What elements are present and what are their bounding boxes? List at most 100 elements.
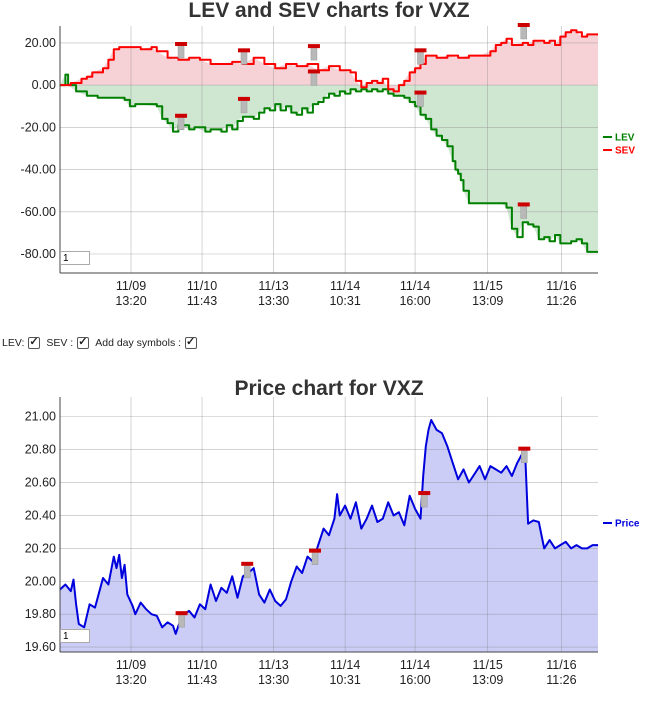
x-tick-label-time: 11:43 [187, 673, 217, 687]
lev-checkbox[interactable] [28, 335, 41, 349]
day-marker-stem [420, 493, 428, 508]
lev-sev-chart: LEV and SEV charts for VXZ 20.00 0.00 -20.0… [21, 0, 636, 308]
x-tick-label-date: 11/15 [473, 658, 503, 672]
day-marker-flag [307, 69, 320, 74]
y-tick-label: 20.20 [25, 541, 56, 555]
day-marker-stem [177, 44, 185, 59]
legend-label-sev: SEV [615, 146, 635, 157]
sev-checkbox[interactable] [77, 335, 90, 349]
day-marker-flag [414, 48, 427, 53]
y-tick-label: 20.00 [25, 36, 56, 50]
x-tick-label-date: 11/14 [400, 279, 430, 293]
day-marker-flag [175, 42, 188, 46]
day-marker-icon [175, 611, 188, 628]
x-tick-label-time: 11:26 [546, 673, 576, 687]
x-tick-label-date: 11/15 [473, 279, 503, 293]
day-marker-stem [240, 99, 248, 114]
day-symbols-checkbox-label: Add day symbols : [95, 337, 182, 349]
day-marker-flag [241, 561, 254, 566]
x-tick-label-time: 13:30 [258, 673, 289, 687]
day-marker-stem [310, 46, 318, 61]
x-tick-label-time: 13:09 [472, 294, 503, 308]
x-tick-label-time: 13:20 [115, 673, 146, 687]
day-marker-icon [237, 96, 250, 114]
day-marker-stem [417, 51, 424, 65]
day-marker-stem [240, 51, 248, 65]
y-tick-label: 20.80 [25, 443, 56, 457]
day-marker-stem [178, 613, 185, 628]
day-marker-icon [175, 42, 188, 59]
x-tick-label-time: 16:00 [399, 673, 430, 687]
chart-controls: LEV: SEV : Add day symbols : [2, 335, 203, 349]
day-marker-flag [414, 90, 427, 95]
day-marker-icon [414, 48, 427, 65]
lev-checkbox-label: LEV: [2, 337, 25, 349]
day-marker-icon [241, 561, 254, 579]
x-tick-label-date: 11/14 [400, 658, 430, 672]
day-marker-icon [517, 23, 530, 40]
chart-title: LEV and SEV charts for VXZ [188, 0, 469, 22]
day-marker-icon [418, 491, 431, 508]
day-marker-flag [237, 48, 250, 53]
day-marker-stem [177, 116, 185, 131]
legend-label-price: Price [615, 519, 640, 530]
x-tick-label-date: 11/14 [330, 658, 360, 672]
day-marker-icon [414, 90, 427, 107]
day-marker-icon [518, 446, 531, 463]
y-tick-label: 20.40 [25, 508, 56, 522]
series-line-price [59, 419, 598, 635]
day-marker-icon [175, 113, 188, 131]
x-tick-label-time: 11:26 [546, 294, 576, 308]
x-tick-label-time: 13:09 [472, 673, 503, 687]
day-marker-flag [175, 113, 188, 118]
x-tick-label-date: 11/16 [546, 658, 576, 672]
y-tick-label: 21.00 [25, 410, 56, 424]
y-tick-label: -60.00 [21, 205, 56, 219]
day-marker-icon [307, 69, 320, 86]
day-marker-stem [243, 564, 251, 579]
y-tick-label: 0.00 [32, 78, 56, 92]
day-marker-stem [520, 205, 528, 219]
y-tick-label: -20.00 [21, 120, 56, 134]
x-tick-label-time: 16:00 [399, 294, 430, 308]
y-tick-label: 19.80 [25, 607, 56, 621]
x-tick-label-date: 11/16 [546, 279, 576, 293]
y-tick-label: 20.60 [25, 476, 56, 490]
price-chart: Price chart for VXZ 21.00 20.80 20.60 20.40 2… [25, 377, 640, 687]
x-tick-label-time: 10:31 [329, 294, 360, 308]
day-marker-icon [237, 48, 250, 65]
y-tick-label: -40.00 [21, 163, 56, 177]
lev-sev-zoom-input[interactable]: 1 [60, 251, 90, 265]
day-marker-stem [417, 93, 424, 107]
day-marker-icon [517, 202, 530, 219]
legend-label-lev: LEV [615, 133, 635, 144]
series-line-sev [60, 29, 598, 93]
x-tick-label-date: 11/09 [116, 279, 146, 293]
x-tick-label-date: 11/10 [187, 658, 217, 672]
day-marker-stem [520, 25, 528, 40]
chart-title: Price chart for VXZ [234, 377, 423, 400]
x-tick-label-time: 13:20 [115, 294, 146, 308]
series-area-lev [60, 74, 598, 252]
x-tick-label-time: 11:43 [187, 294, 217, 308]
day-symbols-checkbox[interactable] [185, 335, 198, 349]
x-tick-label-date: 11/14 [330, 279, 360, 293]
day-marker-icon [309, 548, 322, 565]
day-marker-flag [307, 44, 320, 49]
day-marker-stem [310, 72, 318, 86]
day-marker-flag [418, 491, 431, 496]
series-area-sev [60, 30, 598, 92]
x-tick-label-date: 11/10 [187, 279, 217, 293]
price-zoom-input[interactable]: 1 [60, 629, 90, 643]
sev-checkbox-label: SEV : [46, 337, 74, 349]
y-tick-label: 19.60 [25, 640, 56, 654]
x-tick-label-date: 11/09 [116, 658, 146, 672]
day-marker-flag [175, 611, 188, 616]
day-marker-stem [521, 449, 528, 463]
x-tick-label-time: 13:30 [258, 294, 289, 308]
day-marker-flag [517, 202, 530, 207]
x-tick-label-date: 11/13 [258, 658, 288, 672]
day-marker-flag [309, 548, 322, 553]
day-marker-flag [518, 446, 531, 451]
day-marker-flag [517, 23, 530, 27]
